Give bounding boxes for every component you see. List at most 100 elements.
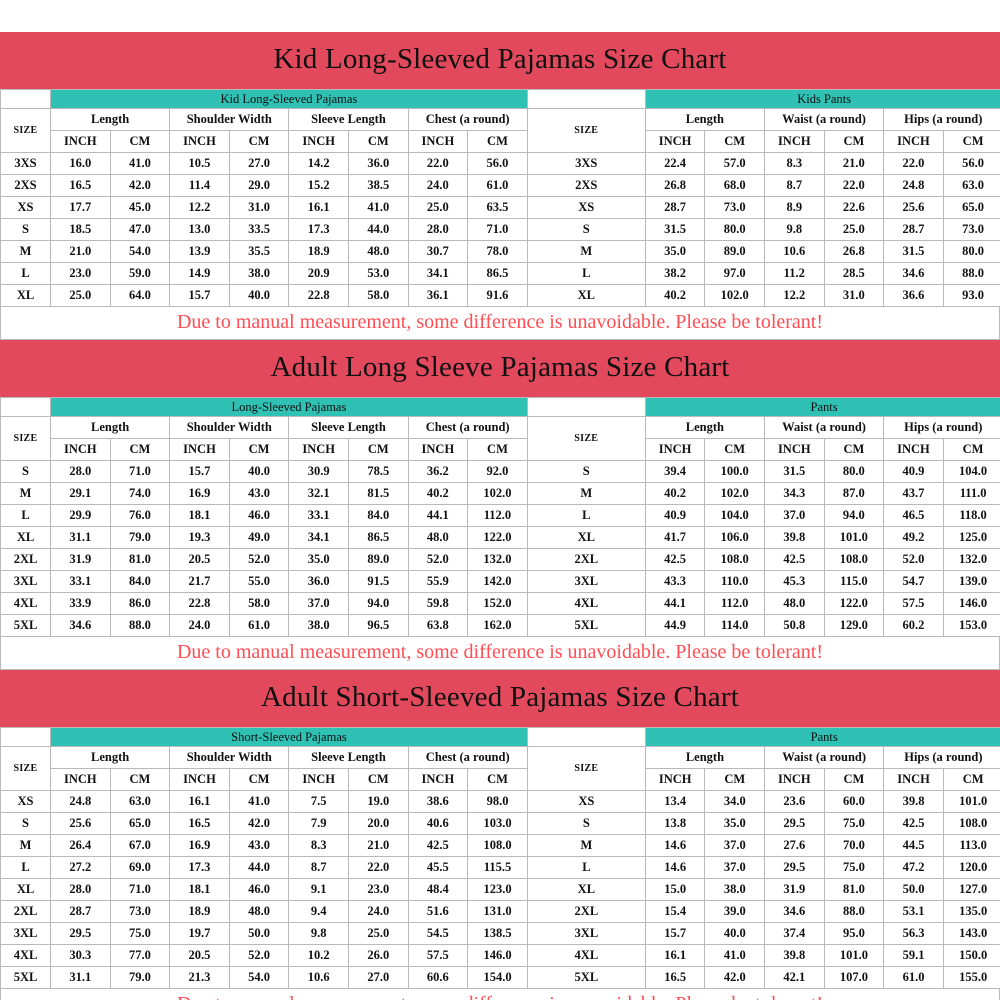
- left-size-value: M: [0, 834, 51, 857]
- right-unit-header: CM: [823, 438, 885, 461]
- left-data-cell: 30.3: [50, 944, 111, 967]
- left-data-cell: 63.5: [467, 196, 528, 219]
- left-size-value: 5XL: [0, 614, 51, 637]
- right-measure-header: Hips (a round): [883, 746, 1000, 769]
- left-measure-header: Shoulder Width: [169, 108, 290, 131]
- left-data-cell: 75.0: [109, 922, 171, 945]
- left-data-cell: 54.0: [109, 240, 171, 263]
- right-data-cell: 143.0: [942, 922, 1000, 945]
- left-data-cell: 51.6: [407, 900, 469, 923]
- right-data-cell: 57.5: [883, 592, 944, 615]
- left-data-cell: 52.0: [407, 548, 469, 571]
- right-unit-header: INCH: [764, 768, 825, 791]
- left-data-cell: 18.9: [169, 900, 230, 923]
- left-data-cell: 96.5: [347, 614, 409, 637]
- left-size-spacer: [0, 89, 51, 109]
- left-unit-header: INCH: [288, 130, 349, 153]
- right-data-cell: 24.8: [883, 174, 944, 197]
- right-data-cell: 22.6: [823, 196, 885, 219]
- left-data-cell: 79.0: [109, 526, 171, 549]
- left-group-label: Kid Long-Sleeved Pajamas: [50, 89, 528, 109]
- left-data-cell: 17.3: [169, 856, 230, 879]
- left-size-value: S: [0, 812, 51, 835]
- right-data-cell: 108.0: [823, 548, 885, 571]
- left-data-cell: 29.1: [50, 482, 111, 505]
- left-data-cell: 9.1: [288, 878, 349, 901]
- right-data-cell: 39.4: [644, 460, 706, 483]
- left-size-value: 5XL: [0, 966, 51, 989]
- right-data-cell: 100.0: [704, 460, 765, 483]
- left-size-value: 4XL: [0, 944, 51, 967]
- left-data-cell: 37.0: [288, 592, 349, 615]
- table-row: M 26.4 67.0 16.9 43.0 8.3 21.0 42.5 108.0 M 14.6 37…: [0, 834, 1000, 857]
- left-data-cell: 55.9: [407, 570, 469, 593]
- right-data-cell: 108.0: [704, 548, 765, 571]
- right-data-cell: 22.0: [823, 174, 885, 197]
- right-unit-header: CM: [704, 130, 765, 153]
- right-data-cell: 21.0: [823, 152, 885, 175]
- left-measure-header: Chest (a round): [407, 108, 528, 131]
- left-data-cell: 24.0: [169, 614, 230, 637]
- left-size-value: M: [0, 240, 51, 263]
- left-data-cell: 142.0: [467, 570, 528, 593]
- left-data-cell: 48.0: [407, 526, 469, 549]
- right-data-cell: 42.5: [763, 548, 825, 571]
- right-data-cell: 23.6: [764, 790, 825, 813]
- group-header-row: Long-Sleeved Pajamas Pants: [0, 397, 1000, 417]
- table-row: S 25.6 65.0 16.5 42.0 7.9 20.0 40.6 103.0 S 13.8 35…: [0, 812, 1000, 835]
- left-unit-header: CM: [109, 768, 171, 791]
- right-data-cell: 56.0: [942, 152, 1000, 175]
- right-data-cell: 42.5: [883, 812, 944, 835]
- left-size-value: S: [0, 218, 51, 241]
- left-data-cell: 45.5: [407, 856, 469, 879]
- left-data-cell: 98.0: [467, 790, 528, 813]
- right-data-cell: 80.0: [942, 240, 1000, 263]
- right-data-cell: 38.2: [644, 262, 706, 285]
- left-data-cell: 16.1: [288, 196, 349, 219]
- right-data-cell: 39.8: [763, 526, 825, 549]
- right-data-cell: 73.0: [704, 196, 765, 219]
- left-size-value: 3XL: [0, 570, 51, 593]
- left-data-cell: 154.0: [467, 966, 528, 989]
- left-data-cell: 63.8: [407, 614, 469, 637]
- left-data-cell: 102.0: [467, 482, 528, 505]
- left-data-cell: 41.0: [228, 790, 290, 813]
- left-data-cell: 103.0: [467, 812, 528, 835]
- left-data-cell: 29.0: [228, 174, 290, 197]
- right-unit-header: INCH: [883, 768, 944, 791]
- left-data-cell: 36.0: [288, 570, 349, 593]
- right-unit-header: INCH: [883, 130, 944, 153]
- left-data-cell: 53.0: [347, 262, 409, 285]
- left-data-cell: 71.0: [109, 460, 171, 483]
- group-header-row: Short-Sleeved Pajamas Pants: [0, 727, 1000, 747]
- right-data-cell: 65.0: [942, 196, 1000, 219]
- group-header-row: Kid Long-Sleeved Pajamas Kids Pants: [0, 89, 1000, 109]
- right-size-value: S: [526, 218, 646, 241]
- right-data-cell: 102.0: [704, 284, 765, 307]
- right-data-cell: 13.4: [644, 790, 706, 813]
- left-data-cell: 38.0: [228, 262, 290, 285]
- left-size-value: L: [0, 856, 51, 879]
- left-data-cell: 162.0: [467, 614, 528, 637]
- right-group-label: Pants: [644, 727, 1000, 747]
- right-data-cell: 68.0: [704, 174, 765, 197]
- right-data-cell: 60.0: [823, 790, 885, 813]
- left-data-cell: 54.0: [228, 966, 290, 989]
- right-size-value: 5XL: [526, 614, 646, 637]
- right-data-cell: 57.0: [704, 152, 765, 175]
- table-row: S 28.0 71.0 15.7 40.0 30.9 78.5 36.2 92.0 S 39.4 10…: [0, 460, 1000, 483]
- left-data-cell: 58.0: [228, 592, 290, 615]
- right-data-cell: 42.0: [704, 966, 766, 989]
- size-table: Long-Sleeved Pajamas Pants SIZE Length Shoul…: [0, 397, 1000, 637]
- right-data-cell: 139.0: [942, 570, 1000, 593]
- left-data-cell: 52.0: [228, 944, 290, 967]
- right-size-value: XL: [526, 878, 646, 901]
- right-size-value: 4XL: [526, 592, 646, 615]
- left-data-cell: 28.0: [407, 218, 469, 241]
- right-data-cell: 35.0: [704, 812, 766, 835]
- right-data-cell: 155.0: [942, 966, 1000, 989]
- right-data-cell: 95.0: [823, 922, 885, 945]
- right-size-value: L: [526, 262, 646, 285]
- left-unit-header: INCH: [288, 438, 349, 461]
